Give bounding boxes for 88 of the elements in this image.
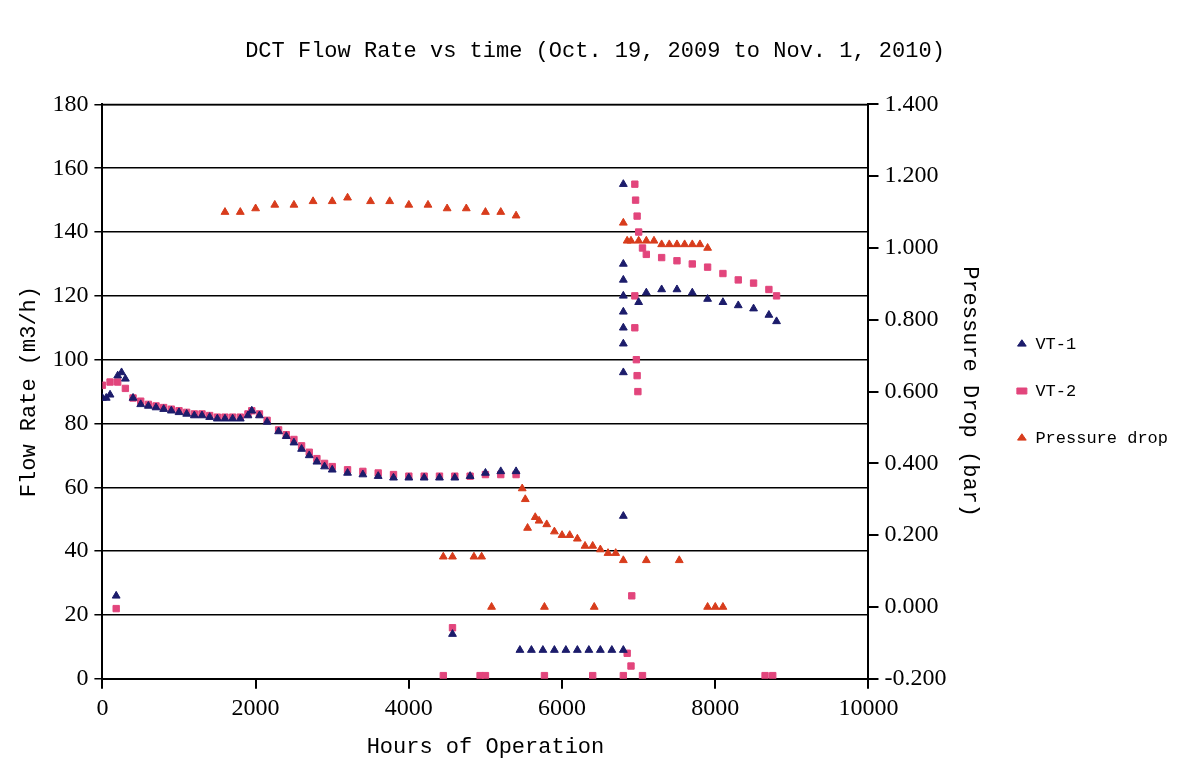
point	[235, 207, 245, 215]
point	[327, 196, 337, 205]
x-tick-label: 10000	[838, 694, 899, 721]
x-tick-label: 6000	[538, 694, 587, 721]
y2-tick-label: -0.200	[884, 664, 947, 691]
y2-tick-label: 0.600	[884, 376, 939, 403]
y-tick-label: 0	[76, 664, 89, 691]
y2-tick-label: 0.800	[884, 305, 939, 332]
point	[496, 207, 506, 215]
point	[308, 196, 318, 205]
y-tick-label: 160	[52, 153, 89, 180]
point	[270, 199, 280, 208]
point	[588, 540, 598, 549]
point	[657, 239, 667, 248]
y-tick-label: 120	[52, 281, 89, 308]
point	[542, 519, 552, 528]
legend-label: VT-2	[1035, 381, 1077, 401]
y2-tick-label: 0.200	[884, 520, 939, 547]
x-tick-label: 0	[96, 694, 109, 721]
point	[520, 494, 530, 503]
point	[477, 551, 487, 560]
point	[448, 551, 457, 560]
y-tick-label: 40	[64, 536, 89, 563]
point	[511, 210, 521, 219]
point	[523, 523, 532, 531]
point	[634, 235, 644, 244]
point	[664, 239, 674, 248]
point	[611, 548, 621, 556]
legend-label: Pressure drop	[1035, 428, 1168, 448]
point	[442, 203, 452, 212]
point	[641, 235, 651, 244]
point	[618, 555, 628, 564]
point	[695, 239, 705, 248]
point	[404, 199, 414, 208]
y-tick-label: 180	[52, 89, 89, 116]
y-tick-label: 140	[52, 217, 89, 244]
point	[557, 530, 567, 538]
legend-label: VT-1	[1035, 334, 1077, 354]
y2-tick-label: 1.200	[884, 161, 939, 188]
point	[469, 551, 479, 560]
y2-tick-label: 1.400	[884, 89, 939, 116]
x-axis-title: Hours of Operation	[366, 734, 605, 760]
x-tick-label: 8000	[691, 694, 740, 721]
point	[220, 207, 230, 215]
y-tick-label: 60	[64, 472, 89, 499]
point	[289, 199, 299, 208]
y-axis-title: Flow Rate (m3/h)	[17, 285, 43, 498]
point	[481, 207, 490, 215]
point	[540, 602, 549, 610]
point	[674, 555, 684, 564]
point	[438, 551, 448, 560]
x-tick-label: 4000	[384, 694, 433, 721]
point	[534, 515, 544, 524]
point	[366, 196, 375, 205]
point	[487, 602, 496, 610]
point	[423, 199, 433, 208]
point	[572, 533, 582, 542]
point	[343, 192, 352, 201]
y-tick-label: 100	[52, 344, 89, 371]
point	[549, 526, 559, 535]
point	[517, 483, 527, 492]
point	[626, 235, 636, 244]
point	[687, 239, 697, 248]
point	[589, 602, 599, 610]
point	[461, 203, 471, 212]
point	[565, 530, 575, 538]
point	[618, 217, 628, 226]
y2-axis-title: Pressure Drop (bar)	[956, 266, 982, 518]
point	[703, 602, 713, 610]
x-tick-label: 2000	[231, 694, 280, 721]
y2-tick-label: 1.000	[884, 233, 939, 260]
point	[680, 239, 690, 248]
point	[385, 196, 395, 205]
y-tick-label: 80	[64, 408, 89, 435]
y2-tick-label: 0.000	[884, 592, 939, 619]
point	[703, 243, 713, 251]
y-tick-label: 20	[64, 600, 89, 627]
point	[672, 239, 682, 248]
y2-tick-label: 0.400	[884, 448, 939, 475]
point	[718, 602, 728, 610]
point	[641, 555, 651, 564]
point	[580, 540, 590, 549]
point	[251, 203, 261, 212]
chart-title: DCT Flow Rate vs time (Oct. 19, 2009 to Nov. 1, 2010)	[245, 39, 945, 65]
point	[595, 544, 605, 553]
point	[649, 235, 659, 244]
point	[603, 548, 613, 556]
point	[710, 602, 720, 610]
